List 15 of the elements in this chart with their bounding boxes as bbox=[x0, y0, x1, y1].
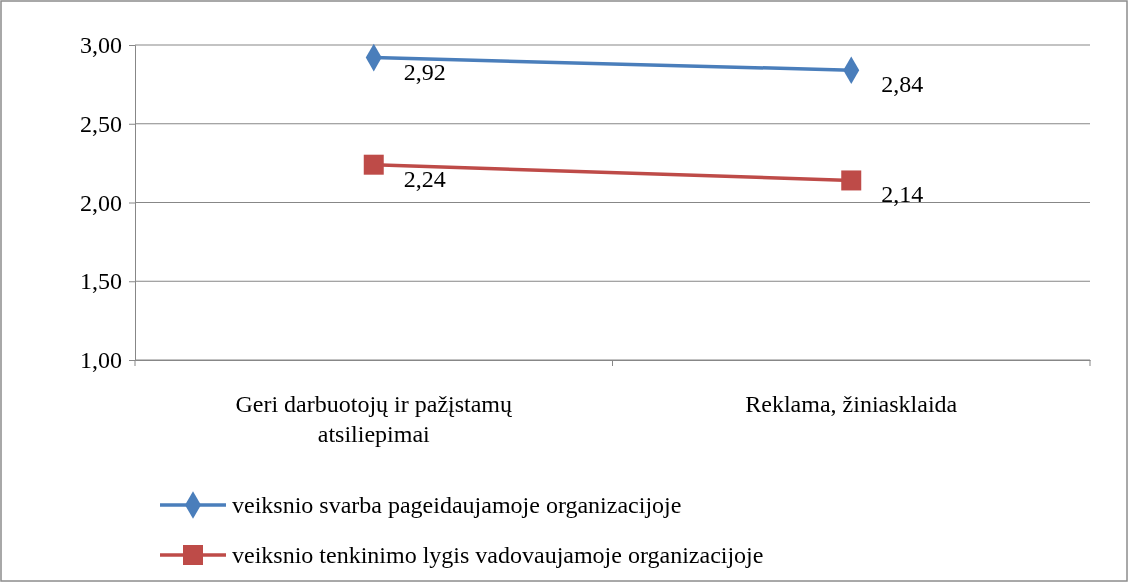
y-tick-label: 2,50 bbox=[80, 110, 122, 137]
data-label: 2,14 bbox=[881, 181, 924, 208]
data-label: 2,24 bbox=[403, 165, 446, 192]
point bbox=[363, 154, 384, 175]
legend-label: veiksnio tenkinimo lygis vadovaujamoje organizacijoje bbox=[232, 542, 764, 568]
y-tick-label: 2,00 bbox=[80, 189, 122, 216]
legend-label: veiksnio svarba pageidaujamoje organizacijoje bbox=[232, 492, 682, 518]
y-tick-label: 1,50 bbox=[80, 268, 122, 295]
y-tick-label: 3,00 bbox=[80, 32, 122, 59]
point bbox=[841, 170, 862, 191]
y-tick-label: 1,00 bbox=[80, 347, 122, 374]
x-tick-label: Reklama, žiniasklaida bbox=[745, 391, 958, 417]
data-label: 2,84 bbox=[881, 71, 924, 98]
x-tick-label: Geri darbuotojų ir pažįstamų atsiliepimai bbox=[235, 391, 514, 447]
data-label: 2,92 bbox=[403, 58, 446, 85]
